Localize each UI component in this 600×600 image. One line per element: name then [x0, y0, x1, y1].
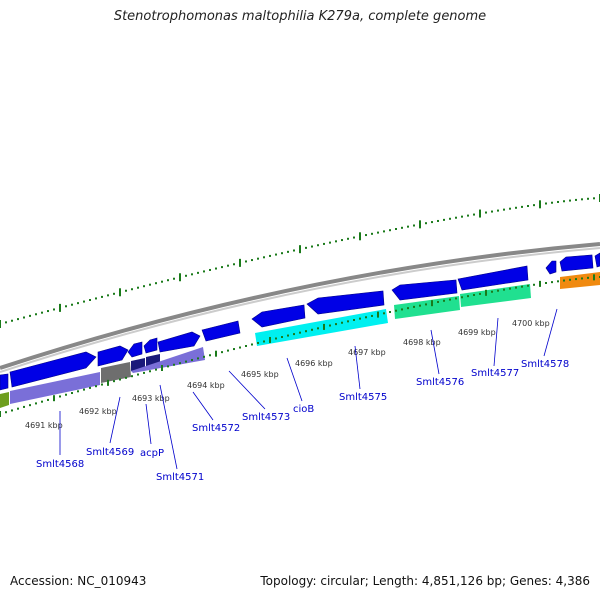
kbp-label: 4700 kbp — [512, 319, 550, 328]
kbp-label: 4694 kbp — [187, 381, 225, 390]
kbp-label: 4698 kbp — [403, 338, 441, 347]
gene-labels: Smlt4568 Smlt4569 acpP Smlt4571 Smlt4572… — [36, 359, 569, 483]
gene-arrow[interactable] — [594, 252, 600, 268]
feature-olive[interactable] — [0, 392, 9, 408]
feature-purple[interactable] — [10, 372, 100, 404]
gene-label-smlt4573[interactable]: Smlt4573 — [242, 412, 290, 423]
gene-arrow[interactable] — [306, 290, 385, 315]
gene-arrow[interactable] — [143, 337, 158, 354]
gene-arrow[interactable] — [9, 351, 97, 388]
gene-label-smlt4569[interactable]: Smlt4569 — [86, 447, 134, 458]
feature-purple[interactable] — [131, 347, 205, 373]
kbp-label: 4692 kbp — [79, 407, 117, 416]
kbp-label: 4699 kbp — [458, 328, 496, 337]
gene-arrow[interactable] — [545, 260, 557, 275]
forward-gene-track — [0, 252, 600, 391]
gene-arrow[interactable] — [391, 279, 458, 301]
gene-label-smlt4575[interactable]: Smlt4575 — [339, 392, 387, 403]
backbone-shadow — [0, 247, 600, 373]
gene-arrow[interactable] — [457, 265, 529, 291]
kbp-labels: 4691 kbp 4692 kbp 4693 kbp 4694 kbp 4695… — [25, 319, 550, 430]
gene-label-smlt4571[interactable]: Smlt4571 — [156, 472, 204, 483]
feature-gray[interactable] — [101, 362, 131, 383]
gene-arrow[interactable] — [251, 304, 306, 328]
gene-arrow[interactable] — [97, 345, 129, 367]
gene-label-smlt4577[interactable]: Smlt4577 — [471, 368, 519, 379]
accession-text: Accession: NC_010943 — [10, 574, 147, 588]
gene-label-smlt4572[interactable]: Smlt4572 — [192, 423, 240, 434]
kbp-label: 4695 kbp — [241, 370, 279, 379]
gene-label-smlt4576[interactable]: Smlt4576 — [416, 377, 464, 388]
feature-green[interactable] — [460, 284, 531, 307]
backbone-line — [0, 242, 600, 370]
gene-arrow[interactable] — [157, 331, 201, 353]
kbp-label: 4696 kbp — [295, 359, 333, 368]
gene-arrow[interactable] — [559, 254, 594, 272]
kbp-label: 4693 kbp — [132, 394, 170, 403]
inner-tick-ring — [0, 274, 600, 417]
gene-label-smlt4578[interactable]: Smlt4578 — [521, 359, 569, 370]
feature-cyan[interactable] — [255, 309, 388, 346]
gene-label-acpp[interactable]: acpP — [140, 448, 164, 459]
topology-text: Topology: circular; Length: 4,851,126 bp… — [260, 574, 590, 588]
outer-tick-ring — [0, 194, 600, 328]
kbp-label: 4697 kbp — [348, 348, 386, 357]
gene-arrow[interactable] — [201, 320, 241, 342]
gene-arrow[interactable] — [127, 341, 143, 358]
leader-lines — [59, 308, 558, 470]
kbp-label: 4691 kbp — [25, 421, 63, 430]
map-title: Stenotrophomonas maltophilia K279a, comp… — [113, 9, 487, 24]
gene-label-smlt4568[interactable]: Smlt4568 — [36, 459, 84, 470]
feature-orange[interactable] — [560, 272, 600, 289]
gene-arrow[interactable] — [0, 373, 9, 391]
gene-label-ciob[interactable]: cioB — [293, 404, 314, 415]
